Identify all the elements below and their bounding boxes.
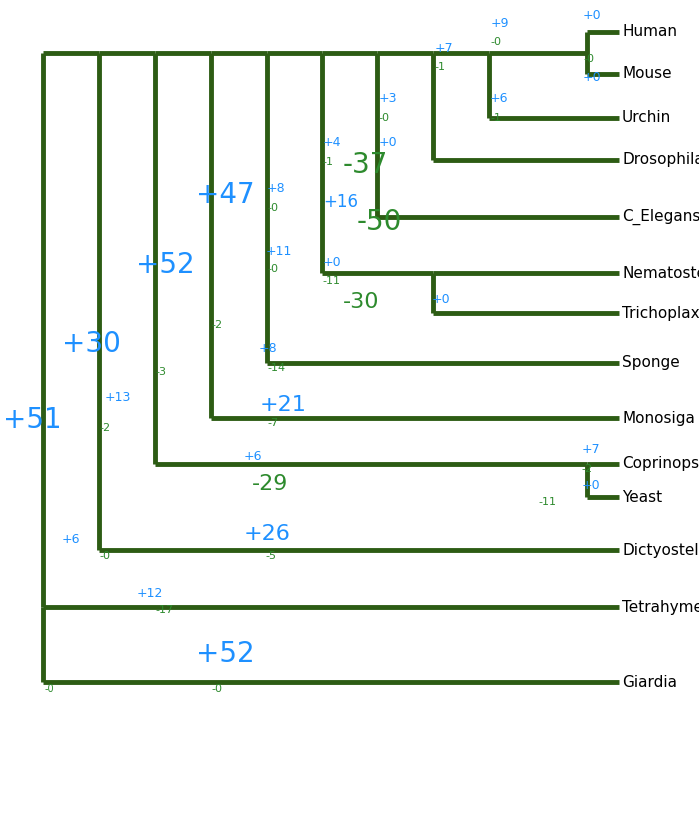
Text: +11: +11 [266, 244, 292, 258]
Text: +21: +21 [260, 395, 307, 415]
Text: +6: +6 [489, 92, 507, 105]
Text: +0: +0 [582, 479, 600, 492]
Text: +0: +0 [379, 136, 398, 150]
Text: Mouse: Mouse [622, 66, 672, 81]
Text: +8: +8 [259, 342, 278, 355]
Text: -1: -1 [323, 157, 334, 167]
Text: Urchin: Urchin [622, 110, 671, 125]
Text: +8: +8 [267, 181, 286, 195]
Text: -0: -0 [267, 264, 278, 274]
Text: -37: -37 [343, 150, 388, 179]
Text: -5: -5 [266, 551, 277, 561]
Text: +26: +26 [243, 524, 290, 544]
Text: Monosiga: Monosiga [622, 411, 695, 426]
Text: +6: +6 [243, 449, 261, 463]
Text: -1: -1 [435, 62, 446, 72]
Text: -0: -0 [583, 54, 594, 64]
Text: +52: +52 [196, 639, 254, 668]
Text: +52: +52 [136, 250, 195, 279]
Text: -30: -30 [343, 292, 379, 312]
Text: +0: +0 [583, 71, 602, 84]
Text: -0: -0 [44, 684, 54, 694]
Text: Trichoplax: Trichoplax [622, 306, 699, 321]
Text: +30: +30 [62, 330, 120, 359]
Text: Tetrahymena: Tetrahymena [622, 600, 699, 615]
Text: +47: +47 [196, 181, 254, 209]
Text: +0: +0 [583, 8, 602, 22]
Text: +16: +16 [323, 192, 358, 211]
Text: -0: -0 [491, 37, 502, 47]
Text: -0: -0 [379, 113, 390, 123]
Text: -2: -2 [582, 464, 593, 474]
Text: Coprinopsis: Coprinopsis [622, 456, 699, 471]
Text: Giardia: Giardia [622, 675, 677, 690]
Text: +0: +0 [323, 255, 342, 269]
Text: -2: -2 [99, 423, 110, 433]
Text: -2: -2 [211, 320, 222, 330]
Text: Sponge: Sponge [622, 355, 680, 370]
Text: +6: +6 [62, 533, 80, 546]
Text: -11: -11 [323, 276, 341, 286]
Text: Drosophila: Drosophila [622, 152, 699, 167]
Text: -17: -17 [155, 605, 173, 615]
Text: +3: +3 [379, 92, 397, 105]
Text: +0: +0 [432, 292, 451, 306]
Text: +12: +12 [136, 586, 163, 600]
Text: +13: +13 [105, 391, 131, 404]
Text: Dictyostelium: Dictyostelium [622, 543, 699, 558]
Text: -0: -0 [211, 684, 222, 694]
Text: -11: -11 [538, 497, 556, 507]
Text: -0: -0 [267, 203, 278, 213]
Text: -14: -14 [267, 363, 285, 373]
Text: -0: -0 [99, 551, 110, 561]
Text: +4: +4 [323, 136, 341, 150]
Text: -29: -29 [252, 474, 288, 494]
Text: Yeast: Yeast [622, 490, 662, 505]
Text: -3: -3 [155, 367, 166, 377]
Text: +51: +51 [3, 406, 62, 434]
Text: +7: +7 [582, 443, 600, 456]
Text: -1: -1 [491, 113, 502, 123]
Text: -7: -7 [267, 417, 278, 428]
Text: Nematostella: Nematostella [622, 265, 699, 281]
Text: +7: +7 [435, 42, 454, 55]
Text: C_Elegans: C_Elegans [622, 208, 699, 225]
Text: +9: +9 [491, 17, 509, 30]
Text: -50: -50 [356, 207, 402, 236]
Text: Human: Human [622, 24, 677, 39]
